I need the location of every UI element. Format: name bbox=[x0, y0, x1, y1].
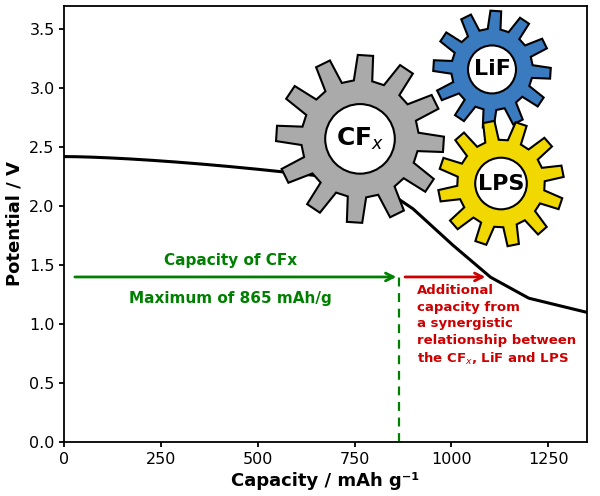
Y-axis label: Potential / V: Potential / V bbox=[5, 161, 23, 286]
Text: Additional
capacity from
a synergistic
relationship between
the CF$_x$, LiF and : Additional capacity from a synergistic r… bbox=[416, 284, 575, 367]
X-axis label: Capacity / mAh g⁻¹: Capacity / mAh g⁻¹ bbox=[232, 473, 420, 491]
Text: Maximum of 865 mAh/g: Maximum of 865 mAh/g bbox=[130, 291, 332, 306]
Text: LiF: LiF bbox=[473, 60, 511, 79]
Text: Capacity of CFx: Capacity of CFx bbox=[164, 252, 298, 267]
Text: LPS: LPS bbox=[478, 174, 524, 193]
Text: CF$_x$: CF$_x$ bbox=[336, 126, 384, 152]
